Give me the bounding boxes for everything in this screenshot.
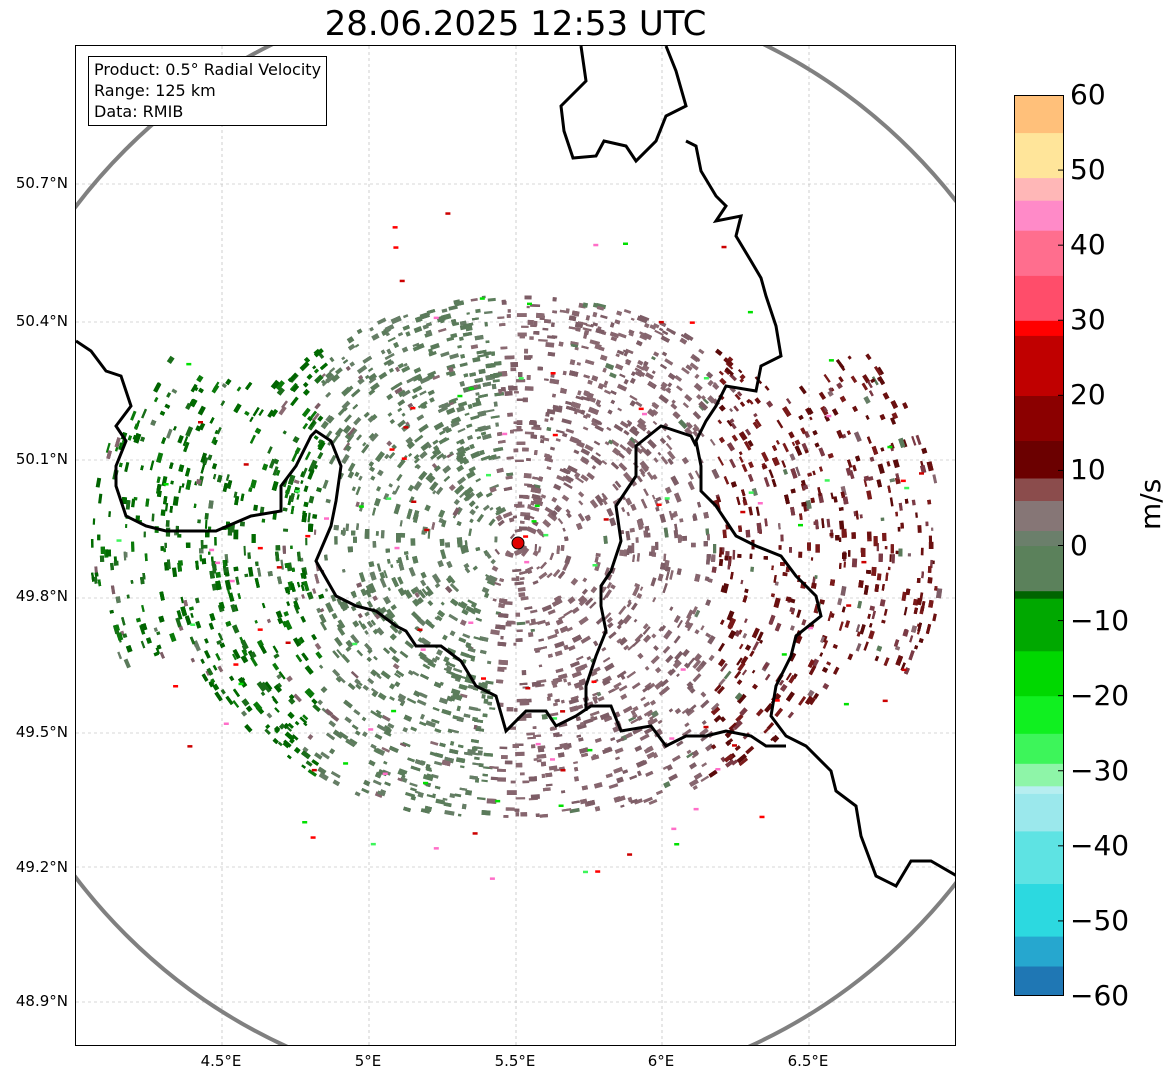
colorbar-band bbox=[1014, 200, 1064, 231]
colorbar-band bbox=[1014, 830, 1064, 884]
border-be-de bbox=[559, 46, 688, 164]
colorbar-tick-label: 10 bbox=[1070, 453, 1106, 487]
border-de-east bbox=[685, 139, 955, 888]
colorbar-band bbox=[1014, 395, 1064, 441]
colorbar-band bbox=[1014, 275, 1064, 321]
lat-tick-label: 50.1°N bbox=[15, 450, 68, 468]
colorbar-band bbox=[1014, 935, 1064, 967]
lon-tick-label: 4.5°E bbox=[200, 1052, 242, 1070]
radar-map-canvas[interactable] bbox=[76, 46, 956, 1046]
colorbar-tick-label: −30 bbox=[1070, 753, 1130, 787]
lat-tick-label: 50.4°N bbox=[15, 312, 68, 330]
colorbar-tick-label: 50 bbox=[1070, 153, 1106, 187]
colorbar-bands bbox=[1014, 95, 1064, 996]
radar-map[interactable] bbox=[75, 45, 956, 1046]
colorbar-tick-label: 30 bbox=[1070, 303, 1106, 337]
info-range: Range: 125 km bbox=[94, 81, 216, 100]
colorbar-tick-label: 60 bbox=[1070, 78, 1106, 111]
lon-tick-label: 5.5°E bbox=[494, 1052, 536, 1070]
map-title: 28.06.2025 12:53 UTC bbox=[324, 4, 707, 44]
colorbar-band bbox=[1014, 590, 1064, 599]
colorbar-tick-label: −10 bbox=[1070, 603, 1130, 637]
colorbar-band bbox=[1014, 95, 1064, 134]
lat-tick-label: 49.5°N bbox=[15, 723, 68, 741]
lat-tick-label: 49.8°N bbox=[15, 587, 68, 605]
lat-tick-label: 50.7°N bbox=[15, 174, 68, 192]
colorbar-tick-label: −60 bbox=[1070, 979, 1130, 1012]
lat-tick-label: 49.2°N bbox=[15, 858, 68, 876]
colorbar-band bbox=[1014, 500, 1064, 531]
lon-tick-label: 5°E bbox=[354, 1052, 382, 1070]
info-product: Product: 0.5° Radial Velocity bbox=[94, 60, 322, 79]
colorbar-tick-label: 40 bbox=[1070, 228, 1106, 262]
colorbar-band bbox=[1014, 650, 1064, 697]
colorbar-band bbox=[1014, 793, 1064, 832]
colorbar-tick-label: 20 bbox=[1070, 378, 1106, 412]
colorbar-band bbox=[1014, 763, 1064, 787]
colorbar-tick-label: 0 bbox=[1070, 528, 1088, 562]
colorbar-band bbox=[1014, 530, 1064, 547]
colorbar-band bbox=[1014, 177, 1064, 201]
colorbar-band bbox=[1014, 132, 1064, 179]
colorbar-tick-label: −50 bbox=[1070, 903, 1130, 937]
colorbar-unit-label: m/s bbox=[1134, 478, 1167, 530]
colorbar-band bbox=[1014, 545, 1064, 592]
colorbar-band bbox=[1014, 477, 1064, 501]
info-data-source: Data: RMIB bbox=[94, 102, 184, 121]
colorbar-band bbox=[1014, 785, 1064, 794]
radar-echoes bbox=[90, 212, 943, 880]
radar-site-marker bbox=[511, 536, 525, 550]
colorbar-band bbox=[1014, 598, 1064, 652]
colorbar-band bbox=[1014, 966, 1064, 996]
lon-tick-label: 6°E bbox=[647, 1052, 675, 1070]
colorbar-tick-label: −20 bbox=[1070, 678, 1130, 712]
colorbar-band bbox=[1014, 230, 1064, 276]
colorbar-band bbox=[1014, 883, 1064, 937]
colorbar-ticks bbox=[1058, 95, 1064, 996]
border-fr-be-west bbox=[76, 339, 786, 748]
border-luxembourg bbox=[584, 424, 698, 711]
colorbar-tick-label: −40 bbox=[1070, 828, 1130, 862]
lat-tick-label: 48.9°N bbox=[15, 992, 68, 1010]
colorbar-band bbox=[1014, 440, 1064, 479]
lon-tick-label: 6.5°E bbox=[787, 1052, 829, 1070]
country-borders bbox=[76, 46, 955, 888]
colorbar-band bbox=[1014, 335, 1064, 396]
product-info-box: Product: 0.5° Radial Velocity Range: 125… bbox=[88, 56, 328, 126]
velocity-colorbar bbox=[1014, 95, 1064, 996]
colorbar-band bbox=[1014, 695, 1064, 734]
colorbar-band bbox=[1014, 733, 1064, 764]
colorbar-band bbox=[1014, 320, 1064, 336]
